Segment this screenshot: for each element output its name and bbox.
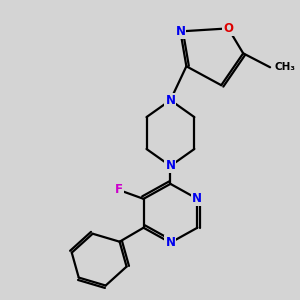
Text: F: F — [115, 183, 123, 196]
Text: N: N — [165, 236, 176, 249]
Text: CH₃: CH₃ — [274, 62, 295, 72]
Text: O: O — [223, 22, 233, 35]
Text: N: N — [165, 94, 176, 107]
Text: N: N — [176, 25, 185, 38]
Text: N: N — [165, 159, 176, 172]
Text: N: N — [192, 192, 202, 205]
